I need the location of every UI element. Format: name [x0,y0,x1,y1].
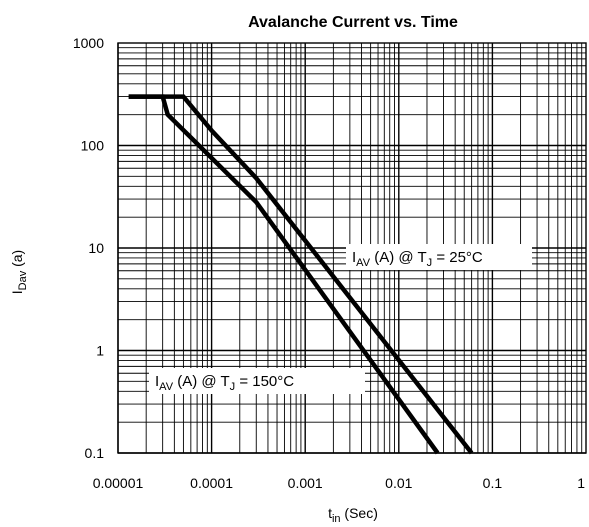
plot-frame [117,42,587,454]
series-label-150c: IAV (A) @ TJ = 150°C [155,373,294,393]
x-tick-label: 0.01 [385,475,412,491]
x-tick-label: 1 [577,475,585,491]
y-tick-label: 10 [88,240,104,256]
y-tick-label: 0.1 [85,445,105,461]
series-line-25c [128,94,474,455]
curves [128,94,474,455]
y-tick-label: 100 [81,138,105,154]
y-axis-label: IDav (a) [9,250,29,294]
series-label-bg-25c [346,244,532,270]
x-tick-label: 0.001 [288,475,323,491]
series-label-25c: IAV (A) @ TJ = 25°C [352,249,483,269]
y-tick-labels: 0.1 1 10 100 1000 [73,35,104,461]
x-axis-label: tin (Sec) [328,505,378,525]
x-tick-labels: 0.00001 0.0001 0.001 0.01 0.1 1 [93,475,586,491]
series-labels: IAV (A) @ TJ = 25°C IAV (A) @ TJ = 150°C [149,244,532,394]
series-line-150c [128,94,440,455]
chart-title: Avalanche Current vs. Time [248,14,458,31]
y-tick-label: 1000 [73,35,104,51]
x-tick-label: 0.00001 [93,475,144,491]
series-label-bg-150c [149,368,365,394]
x-tick-label: 0.1 [483,475,503,491]
x-tick-label: 0.0001 [190,475,233,491]
y-tick-label: 1 [96,343,104,359]
